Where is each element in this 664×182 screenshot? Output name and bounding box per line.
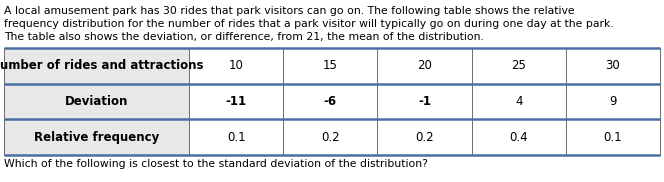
Text: 0.4: 0.4 xyxy=(509,131,528,144)
Bar xyxy=(471,119,566,155)
Bar xyxy=(471,84,566,119)
Text: -1: -1 xyxy=(418,95,431,108)
Bar xyxy=(4,119,189,155)
Bar xyxy=(377,48,471,84)
Text: 25: 25 xyxy=(511,59,526,72)
Bar xyxy=(566,84,660,119)
Text: Number of rides and attractions: Number of rides and attractions xyxy=(0,59,203,72)
Text: 4: 4 xyxy=(515,95,523,108)
Text: 9: 9 xyxy=(609,95,617,108)
Bar xyxy=(284,84,377,119)
Text: 0.1: 0.1 xyxy=(227,131,246,144)
Text: -11: -11 xyxy=(226,95,246,108)
Bar xyxy=(4,84,189,119)
Bar xyxy=(377,119,471,155)
Bar xyxy=(566,119,660,155)
Text: Relative frequency: Relative frequency xyxy=(34,131,159,144)
Text: 30: 30 xyxy=(606,59,620,72)
Text: 15: 15 xyxy=(323,59,338,72)
Text: 20: 20 xyxy=(417,59,432,72)
Text: 0.2: 0.2 xyxy=(321,131,339,144)
Bar xyxy=(4,48,189,84)
Bar xyxy=(189,84,284,119)
Text: A local amusement park has 30 rides that park visitors can go on. The following : A local amusement park has 30 rides that… xyxy=(4,6,574,16)
Text: -6: -6 xyxy=(324,95,337,108)
Bar xyxy=(471,48,566,84)
Text: Which of the following is closest to the standard deviation of the distribution?: Which of the following is closest to the… xyxy=(4,159,428,169)
Bar xyxy=(377,84,471,119)
Bar xyxy=(284,119,377,155)
Bar xyxy=(189,119,284,155)
Text: 0.2: 0.2 xyxy=(415,131,434,144)
Bar xyxy=(284,48,377,84)
Text: 0.1: 0.1 xyxy=(604,131,622,144)
Text: 10: 10 xyxy=(228,59,244,72)
Bar xyxy=(189,48,284,84)
Text: frequency distribution for the number of rides that a park visitor will typicall: frequency distribution for the number of… xyxy=(4,19,614,29)
Text: The table also shows the deviation, or difference, from 21, the mean of the dist: The table also shows the deviation, or d… xyxy=(4,32,484,42)
Bar xyxy=(566,48,660,84)
Text: Deviation: Deviation xyxy=(65,95,128,108)
